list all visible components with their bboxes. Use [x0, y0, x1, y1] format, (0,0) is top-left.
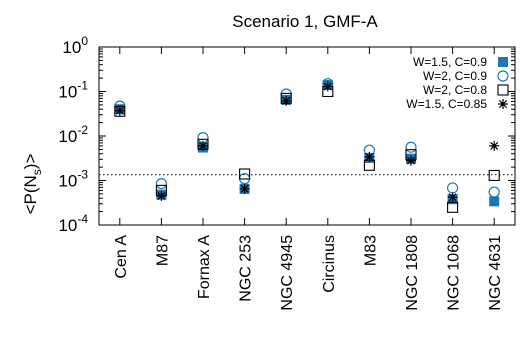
- legend-label: W=2, C=0.9: [423, 69, 487, 83]
- data-point: [447, 182, 459, 194]
- y-axis-label-subscript: s: [30, 169, 44, 175]
- legend-label: W=1.5, C=0.85: [406, 97, 487, 111]
- legend-label: W=2, C=0.8: [423, 83, 487, 97]
- x-tick-label: M87: [154, 235, 171, 266]
- y-axis-label-main: <P(N: [21, 175, 40, 214]
- data-point: [239, 168, 251, 180]
- x-tick-label: Fornax A: [196, 235, 213, 299]
- legend: W=1.5, C=0.9W=2, C=0.9W=2, C=0.8W=1.5, C…: [406, 55, 509, 111]
- x-tick-label: Cen A: [113, 235, 130, 279]
- data-point: [281, 95, 292, 106]
- data-point: [114, 105, 125, 116]
- legend-marker: [497, 84, 509, 96]
- y-tick-label: 10-2: [58, 123, 88, 146]
- plot-frame: [98, 46, 516, 226]
- y-tick-label: 10-3: [58, 168, 88, 191]
- svg-text:<P(Ns)>: <P(Ns)>: [21, 154, 44, 215]
- x-tick-label: NGC 1808: [404, 235, 421, 311]
- chart-title: Scenario 1, GMF-A: [232, 12, 378, 31]
- x-tick-label: Circinus: [321, 235, 338, 293]
- data-point: [406, 155, 416, 166]
- data-point: [405, 141, 417, 153]
- y-tick-label: 10-4: [58, 212, 88, 235]
- legend-marker: [497, 70, 509, 82]
- data-points: [114, 78, 500, 213]
- data-point: [489, 196, 500, 207]
- x-tick-label: NGC 1068: [446, 235, 463, 311]
- data-point: [364, 151, 375, 162]
- y-tick-label: 10-1: [58, 79, 88, 102]
- data-point: [156, 190, 167, 201]
- legend-marker: [498, 57, 508, 67]
- data-point: [239, 183, 250, 194]
- legend-marker: [498, 99, 508, 109]
- x-tick-label: NGC 4631: [487, 235, 504, 311]
- x-axis-ticks: Cen A M87 Fornax A NGC 253 NGC 4945 Circinus M…: [113, 47, 504, 311]
- y-tick-label: 100: [62, 34, 88, 57]
- data-point: [489, 140, 500, 151]
- y-axis-label: <P(Ns)>: [21, 154, 44, 215]
- data-point: [198, 140, 208, 151]
- data-point: [322, 81, 333, 92]
- x-tick-label: NGC 4945: [279, 235, 296, 311]
- x-tick-label: NGC 253: [238, 235, 255, 302]
- data-point: [488, 169, 500, 181]
- data-point: [155, 178, 167, 190]
- legend-label: W=1.5, C=0.9: [413, 55, 487, 69]
- y-axis-ticks: 100 10-1 10-2 10-3 10-4: [58, 34, 515, 235]
- data-point: [447, 192, 458, 203]
- data-point: [447, 201, 459, 213]
- data-point: [488, 186, 500, 198]
- y-axis-label-end: )>: [21, 154, 40, 170]
- x-tick-label: M83: [362, 235, 379, 266]
